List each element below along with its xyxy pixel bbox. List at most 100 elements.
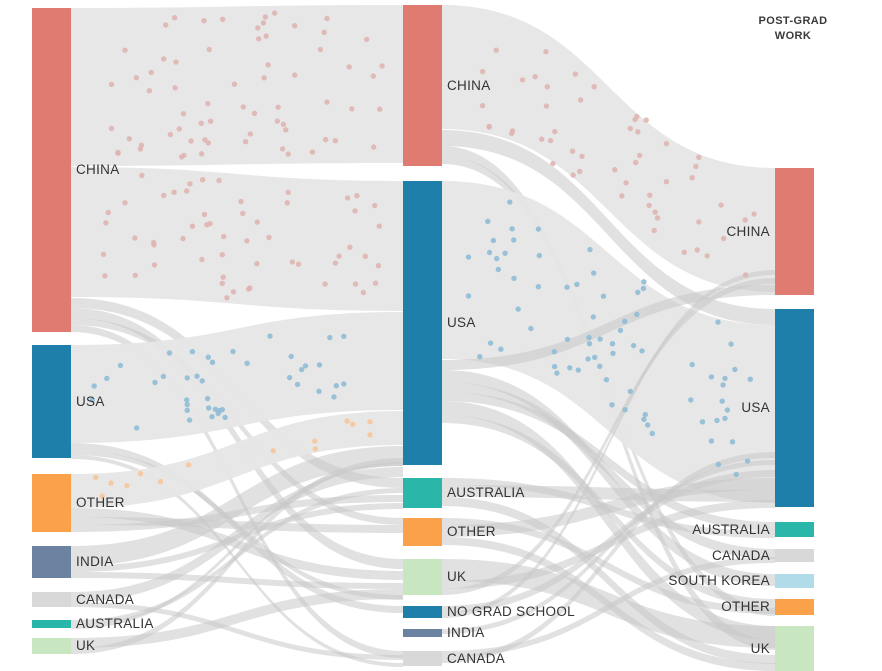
sankey-link[interactable] bbox=[442, 181, 775, 503]
sankey-link[interactable] bbox=[442, 5, 775, 292]
flow-dot bbox=[708, 438, 715, 444]
sankey-node-g_uk[interactable] bbox=[403, 559, 442, 595]
flow-dot bbox=[247, 131, 253, 137]
sankey-link[interactable] bbox=[71, 572, 403, 589]
flow-dot bbox=[209, 414, 215, 420]
sankey-link[interactable] bbox=[71, 602, 403, 660]
sankey-link[interactable] bbox=[442, 270, 775, 618]
sankey-node-o_india[interactable] bbox=[32, 546, 71, 578]
sankey-link[interactable] bbox=[71, 455, 403, 667]
sankey-link[interactable] bbox=[442, 382, 775, 559]
sankey-node-p_china[interactable] bbox=[775, 168, 814, 295]
flow-dot bbox=[205, 100, 211, 107]
flow-dot bbox=[108, 125, 115, 132]
flow-dot bbox=[704, 253, 710, 259]
sankey-link[interactable] bbox=[71, 5, 403, 166]
flow-dot bbox=[564, 284, 570, 290]
flow-dot bbox=[634, 113, 640, 120]
flow-dot bbox=[714, 417, 720, 424]
flow-dot bbox=[292, 72, 298, 78]
flow-dot bbox=[535, 284, 542, 290]
sankey-link[interactable] bbox=[71, 458, 403, 654]
flow-dot bbox=[202, 137, 208, 143]
flow-dot bbox=[744, 458, 751, 464]
sankey-link[interactable] bbox=[442, 478, 775, 537]
sankey-node-g_china[interactable] bbox=[403, 5, 442, 166]
node-label-p_other: OTHER bbox=[721, 599, 770, 614]
sankey-node-g_other[interactable] bbox=[403, 518, 442, 546]
flow-dot bbox=[536, 252, 542, 259]
flow-dot bbox=[171, 15, 178, 21]
sankey-link[interactable] bbox=[442, 392, 775, 531]
sankey-link[interactable] bbox=[71, 517, 403, 533]
flow-dot bbox=[231, 81, 238, 87]
sankey-node-g_canada[interactable] bbox=[403, 651, 442, 666]
flow-dot bbox=[201, 18, 207, 24]
flow-dot bbox=[199, 378, 205, 384]
sankey-node-g_india[interactable] bbox=[403, 629, 442, 637]
flow-dot bbox=[633, 159, 639, 166]
sankey-link[interactable] bbox=[71, 411, 403, 508]
sankey-link[interactable] bbox=[442, 401, 775, 640]
flow-dot bbox=[294, 381, 301, 388]
sankey-link[interactable] bbox=[442, 285, 775, 370]
flow-dot bbox=[151, 262, 158, 268]
sankey-node-o_uk[interactable] bbox=[32, 638, 71, 654]
sankey-link[interactable] bbox=[71, 167, 403, 311]
flow-dot bbox=[722, 415, 728, 422]
sankey-link[interactable] bbox=[442, 278, 775, 595]
flow-dot bbox=[681, 249, 687, 255]
flow-dot bbox=[216, 177, 222, 184]
sankey-node-p_other[interactable] bbox=[775, 599, 814, 615]
sankey-node-o_other[interactable] bbox=[32, 474, 71, 532]
sankey-link[interactable] bbox=[442, 485, 775, 502]
flow-dot bbox=[367, 432, 373, 438]
sankey-link[interactable] bbox=[442, 518, 775, 614]
flow-dot bbox=[295, 261, 302, 267]
sankey-node-o_china[interactable] bbox=[32, 8, 71, 332]
flow-dot bbox=[732, 366, 738, 373]
flow-dot bbox=[367, 419, 373, 425]
sankey-link[interactable] bbox=[71, 312, 403, 443]
sankey-node-g_nograd[interactable] bbox=[403, 606, 442, 618]
sankey-link[interactable] bbox=[71, 325, 403, 658]
flow-dot bbox=[544, 84, 550, 90]
sankey-node-p_usa[interactable] bbox=[775, 309, 814, 507]
flow-dot bbox=[271, 10, 278, 16]
sankey-node-p_korea[interactable] bbox=[775, 574, 814, 588]
flow-dot bbox=[495, 266, 501, 273]
sankey-link[interactable] bbox=[442, 557, 775, 657]
flow-dot bbox=[254, 261, 260, 267]
sankey-node-o_canada[interactable] bbox=[32, 592, 71, 607]
sankey-node-p_canada[interactable] bbox=[775, 549, 814, 562]
node-label-g_india: INDIA bbox=[447, 625, 485, 640]
sankey-link[interactable] bbox=[71, 462, 403, 629]
sankey-link[interactable] bbox=[71, 467, 403, 602]
sankey-link[interactable] bbox=[442, 370, 775, 586]
sankey-node-o_usa[interactable] bbox=[32, 345, 71, 458]
flow-dot bbox=[494, 255, 500, 262]
sankey-link[interactable] bbox=[71, 308, 403, 569]
sankey-link[interactable] bbox=[442, 470, 775, 613]
sankey-node-p_aus[interactable] bbox=[775, 522, 814, 537]
flow-dot bbox=[251, 110, 258, 117]
flow-dot bbox=[575, 367, 581, 373]
sankey-link[interactable] bbox=[442, 452, 775, 663]
sankey-link[interactable] bbox=[442, 130, 775, 325]
flow-dot bbox=[641, 279, 647, 285]
node-label-g_usa: USA bbox=[447, 315, 476, 330]
sankey-link[interactable] bbox=[442, 497, 775, 664]
flow-dot bbox=[204, 222, 210, 228]
flow-dot bbox=[185, 462, 192, 468]
flow-dot bbox=[267, 333, 273, 339]
sankey-link[interactable] bbox=[442, 460, 775, 634]
flow-dot bbox=[719, 398, 725, 404]
sankey-node-o_australia[interactable] bbox=[32, 620, 71, 628]
sankey-node-p_uk[interactable] bbox=[775, 626, 814, 671]
sankey-link[interactable] bbox=[71, 446, 403, 566]
flow-dot bbox=[577, 168, 583, 175]
sankey-node-g_aus[interactable] bbox=[403, 478, 442, 508]
sankey-node-g_usa[interactable] bbox=[403, 181, 442, 465]
flow-dot bbox=[543, 49, 549, 55]
